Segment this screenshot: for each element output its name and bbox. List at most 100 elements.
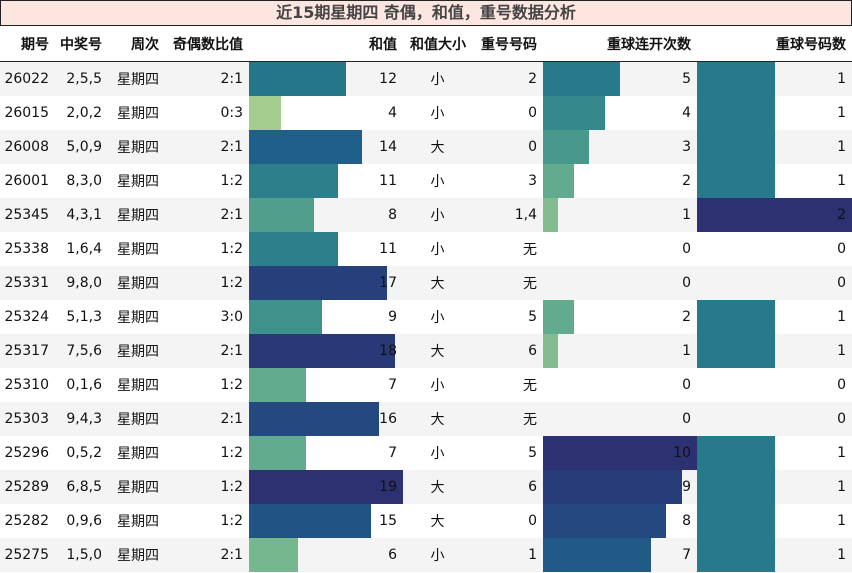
cell-issue: 26001 [4, 173, 49, 189]
cell-issue: 25296 [4, 445, 49, 461]
cell-repeat-numbers: 6 [472, 334, 543, 368]
cell-odd-even-ratio: 2:1 [165, 130, 249, 164]
column-header: 周次 [108, 26, 165, 62]
cell-issue: 25303 [0, 402, 55, 436]
data-bar [543, 130, 590, 164]
cell-odd-even-ratio: 3:0 [220, 309, 243, 325]
cell-weekday: 星期四 [108, 61, 165, 96]
bar-value-label: 0 [837, 275, 846, 291]
cell-sum-size: 大 [430, 514, 445, 530]
cell-repeat-streak: 1 [543, 334, 697, 368]
cell-weekday: 星期四 [117, 378, 159, 394]
cell-sum-size: 小 [430, 310, 445, 326]
data-bar [543, 62, 620, 96]
cell-repeat-numbers: 1,4 [472, 198, 543, 232]
cell-weekday: 星期四 [108, 266, 165, 300]
cell-odd-even-ratio: 1:2 [220, 445, 243, 461]
bar-value-label: 17 [379, 275, 397, 291]
cell-issue: 25331 [0, 266, 55, 300]
bar-value-label: 1 [837, 105, 846, 121]
cell-repeat-numbers: 无 [472, 402, 543, 436]
cell-sum-size: 小 [430, 174, 445, 190]
cell-repeat-streak: 10 [543, 436, 697, 470]
bar-value-label: 15 [379, 513, 397, 529]
table-title: 近15期星期四 奇偶，和值，重号数据分析 [0, 0, 852, 26]
bar-value-label: 0 [682, 275, 691, 291]
cell-repeat-streak: 5 [543, 61, 697, 96]
bar-value-label: 9 [388, 309, 397, 325]
data-bar [249, 334, 395, 368]
cell-repeat-count: 1 [697, 334, 852, 368]
bar-value-label: 2 [682, 173, 691, 189]
cell-numbers: 9,4,3 [55, 402, 108, 436]
cell-repeat-count: 1 [697, 436, 852, 470]
cell-issue: 25310 [4, 377, 49, 393]
cell-repeat-numbers: 6 [472, 470, 543, 504]
data-bar [697, 300, 775, 334]
cell-sum: 7 [249, 368, 403, 402]
cell-issue: 26008 [0, 130, 55, 164]
cell-repeat-count: 1 [697, 96, 852, 130]
data-bar [543, 470, 682, 504]
bar-value-label: 1 [682, 343, 691, 359]
cell-repeat-count: 0 [697, 232, 852, 266]
data-bar [249, 232, 339, 266]
column-header: 期号 [0, 26, 55, 62]
cell-sum-size: 小 [403, 538, 472, 572]
cell-issue: 25345 [0, 198, 55, 232]
bar-value-label: 12 [379, 71, 397, 87]
bar-value-label: 1 [837, 309, 846, 325]
bar-value-label: 4 [682, 105, 691, 121]
data-bar [697, 164, 775, 198]
cell-sum: 11 [249, 164, 403, 198]
cell-weekday: 星期四 [108, 538, 165, 572]
data-bar [543, 538, 651, 572]
bar-value-label: 0 [837, 377, 846, 393]
bar-value-label: 1 [837, 343, 846, 359]
cell-odd-even-ratio: 0:3 [220, 105, 243, 121]
cell-repeat-count: 1 [697, 130, 852, 164]
cell-repeat-streak: 4 [543, 96, 697, 130]
bar-value-label: 8 [388, 207, 397, 223]
cell-numbers: 1,5,0 [55, 538, 108, 572]
bar-value-label: 9 [682, 479, 691, 495]
cell-repeat-streak: 2 [543, 164, 697, 198]
cell-sum: 19 [249, 470, 403, 504]
bar-value-label: 5 [682, 71, 691, 87]
cell-repeat-streak: 0 [543, 266, 697, 300]
cell-numbers: 5,1,3 [66, 309, 102, 325]
bar-value-label: 19 [379, 479, 397, 495]
data-bar [249, 538, 298, 572]
data-bar [697, 62, 775, 96]
cell-weekday: 星期四 [108, 334, 165, 368]
cell-numbers: 6,8,5 [55, 470, 108, 504]
cell-sum-size: 小 [430, 378, 445, 394]
bar-value-label: 1 [837, 173, 846, 189]
cell-numbers: 0,9,6 [66, 513, 102, 529]
cell-repeat-numbers: 5 [528, 445, 537, 461]
cell-numbers: 5,0,9 [55, 130, 108, 164]
cell-repeat-numbers: 2 [472, 61, 543, 96]
cell-repeat-numbers: 无 [523, 242, 537, 258]
cell-repeat-count: 0 [697, 402, 852, 436]
cell-weekday: 星期四 [117, 310, 159, 326]
data-bar [543, 96, 605, 130]
bar-value-label: 11 [379, 241, 397, 257]
cell-odd-even-ratio: 2:1 [165, 538, 249, 572]
cell-repeat-count: 1 [697, 61, 852, 96]
data-bar [249, 436, 306, 470]
cell-sum: 16 [249, 402, 403, 436]
cell-repeat-count: 1 [697, 504, 852, 538]
cell-sum: 8 [249, 198, 403, 232]
cell-sum: 17 [249, 266, 403, 300]
cell-weekday: 星期四 [117, 446, 159, 462]
cell-repeat-streak: 3 [543, 130, 697, 164]
cell-repeat-streak: 0 [543, 368, 697, 402]
cell-sum-size: 大 [403, 402, 472, 436]
bar-value-label: 7 [388, 445, 397, 461]
cell-odd-even-ratio: 2:1 [165, 334, 249, 368]
cell-repeat-streak: 9 [543, 470, 697, 504]
cell-sum: 9 [249, 300, 403, 334]
cell-odd-even-ratio: 1:2 [220, 377, 243, 393]
